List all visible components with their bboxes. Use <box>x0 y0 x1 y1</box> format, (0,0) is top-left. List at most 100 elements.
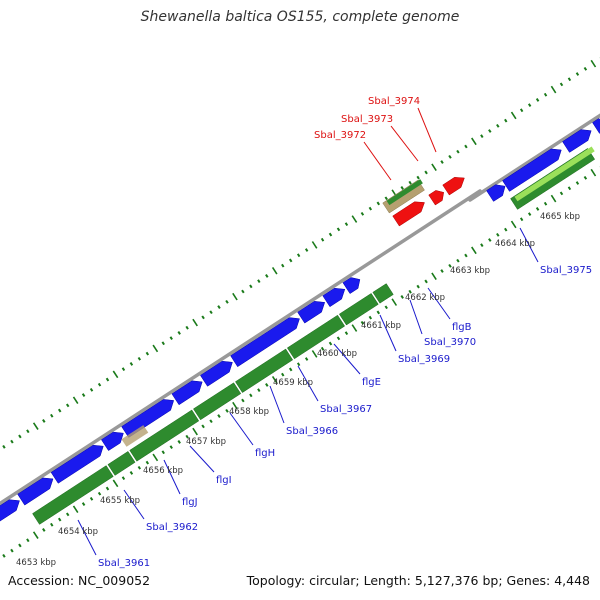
reverse-cds-2 <box>107 451 136 476</box>
tick-label-4654-kbp: 4654 kbp <box>58 527 98 537</box>
tick-label-4659-kbp: 4659 kbp <box>273 378 313 388</box>
lower-tick <box>137 465 142 470</box>
upper-tick <box>488 129 492 133</box>
leader-flgi <box>189 445 215 473</box>
gene-label-flge: flgE <box>362 377 381 388</box>
lower-tick <box>400 295 404 299</box>
lower-tick <box>271 375 278 384</box>
leader-sbal_3962 <box>123 489 145 520</box>
leader-sbal_3961 <box>77 519 97 556</box>
upper-tick <box>65 403 70 408</box>
upper-tick <box>527 103 532 107</box>
lower-tick <box>344 331 349 336</box>
upper-tick <box>137 356 142 361</box>
lower-tick <box>105 486 110 491</box>
upper-tick <box>456 149 460 154</box>
lower-tick <box>510 220 517 229</box>
lower-tick <box>336 336 341 341</box>
map-labels: 4653 kbp 4654 kbp 4655 kbp 4656 kbp 4657 kbp… <box>16 96 592 569</box>
upper-tick <box>336 227 341 232</box>
lower-tick <box>440 269 444 273</box>
lower-tick <box>535 207 540 211</box>
upper-tick <box>583 66 588 71</box>
lower-tick <box>32 531 39 539</box>
upper-tick <box>471 137 477 146</box>
lower-tick <box>527 212 532 216</box>
lower-tick <box>376 310 381 315</box>
leader-sbal_3972 <box>363 141 392 181</box>
upper-tick <box>57 408 62 413</box>
forward-cds-9 <box>297 301 326 324</box>
lower-tick <box>42 528 46 532</box>
upper-tick <box>519 108 524 113</box>
forward-cds-6 <box>171 380 203 406</box>
upper-tick <box>480 134 484 139</box>
upper-tick <box>265 274 269 278</box>
upper-tick <box>225 299 229 304</box>
lower-tick <box>121 476 126 481</box>
reverse-cds-3 <box>129 409 200 462</box>
forward-cds-7 <box>200 360 233 387</box>
gene-label-sbal_3970: Sbal_3970 <box>424 337 476 348</box>
forward-cds-10 <box>322 287 346 308</box>
lower-tick <box>583 175 588 180</box>
lower-tick <box>296 362 301 367</box>
genome-backbone <box>0 113 600 506</box>
pseudo-gene-stripe <box>386 179 423 206</box>
lower-tick <box>496 232 500 237</box>
lower-tick <box>145 460 150 465</box>
leader-sbal_3969 <box>379 314 397 352</box>
lower-tick <box>161 450 165 455</box>
lower-tick <box>311 350 318 358</box>
upper-tick <box>161 341 165 346</box>
upper-tick <box>249 284 253 289</box>
lower-tick <box>225 408 229 413</box>
upper-tick-marks <box>2 57 600 449</box>
upper-tick <box>152 344 159 353</box>
leader-sbal_3975 <box>519 227 539 263</box>
tick-label-4655-kbp: 4655 kbp <box>100 496 140 506</box>
accession-label: Accession: NC_009052 <box>8 573 151 588</box>
lower-tick <box>192 427 198 436</box>
upper-tick <box>129 362 134 366</box>
reverse-cds-1 <box>32 465 114 525</box>
upper-tick <box>424 170 428 175</box>
forward-cds-right-4 <box>592 118 600 134</box>
upper-tick <box>32 422 39 430</box>
gene-label-flgj: flgJ <box>182 497 198 508</box>
gene-label-sbal_3974: Sbal_3974 <box>368 96 420 107</box>
upper-tick <box>431 163 437 172</box>
upper-tick <box>257 279 261 284</box>
lower-tick <box>26 538 30 543</box>
upper-tick <box>201 315 205 320</box>
upper-tick <box>590 59 597 68</box>
lower-tick <box>65 512 70 517</box>
lower-tick <box>209 419 213 424</box>
reverse-cds-6 <box>286 314 346 360</box>
lower-tick <box>129 471 134 475</box>
lower-tick <box>360 320 365 325</box>
upper-tick <box>384 196 388 201</box>
lower-tick <box>217 414 221 418</box>
gene-label-sbal_3975: Sbal_3975 <box>540 265 592 276</box>
lower-tick-marks <box>2 166 600 558</box>
upper-tick <box>169 336 173 340</box>
lower-tick <box>265 383 269 387</box>
upper-tick <box>351 215 358 223</box>
lower-tick <box>519 217 524 222</box>
lower-tick <box>391 298 398 306</box>
leader-sbal_3970 <box>409 299 423 335</box>
backbone-segment-left <box>0 189 482 506</box>
gene-label-sbal_3967: Sbal_3967 <box>320 404 372 415</box>
lower-tick <box>559 191 564 196</box>
light-green-feature <box>514 146 595 202</box>
upper-tick <box>26 429 30 434</box>
gene-label-flgi: flgI <box>216 475 232 486</box>
upper-tick <box>10 439 14 444</box>
upper-tick <box>440 160 444 164</box>
lower-tick <box>448 263 452 268</box>
gene-label-sbal_3973: Sbal_3973 <box>341 114 393 125</box>
upper-tick <box>185 325 189 330</box>
lower-tick <box>57 517 62 522</box>
upper-tick <box>209 310 213 315</box>
